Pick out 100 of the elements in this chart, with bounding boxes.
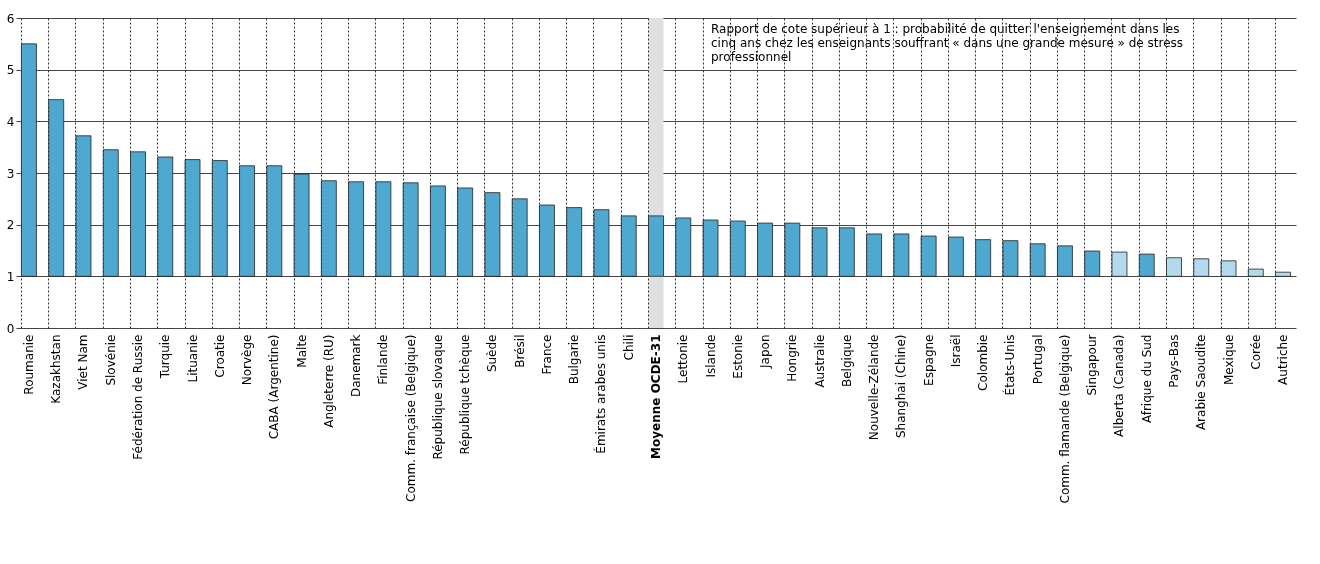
x-tick-label: Roumanie — [21, 334, 36, 395]
x-tick-label: Australie — [812, 334, 827, 388]
bar — [102, 149, 119, 277]
x-tick-label: Corée — [1248, 334, 1263, 370]
x-tick-label: Portugal — [1030, 334, 1045, 385]
bar — [1002, 240, 1019, 277]
x-tick-label: Kazakhstan — [49, 334, 64, 404]
bar — [1193, 258, 1210, 277]
bar — [675, 217, 692, 277]
x-tick-label: Israël — [948, 334, 963, 368]
bar — [975, 239, 992, 277]
x-tick-label: Turquie — [158, 334, 173, 380]
x-tick-label: Chili — [621, 334, 636, 361]
x-tick-label: Colombie — [976, 334, 991, 391]
bar — [375, 181, 392, 277]
bar — [866, 233, 882, 277]
x-tick-label: Singapour — [1085, 334, 1100, 396]
x-tick-label: Lituanie — [185, 334, 200, 383]
x-tick-label: Viet Nam — [76, 334, 91, 390]
bar — [648, 215, 664, 277]
x-tick-label: Arabie Saoudite — [1194, 334, 1209, 431]
bar — [48, 99, 65, 277]
bar — [21, 43, 37, 277]
bar — [1138, 253, 1155, 277]
y-tick-label: 3 — [6, 166, 15, 181]
x-tick-label: Japon — [758, 334, 773, 369]
bar — [593, 209, 610, 277]
x-tick-label: Moyenne OCDE-31 — [649, 334, 663, 459]
bar — [402, 182, 419, 277]
bar — [511, 198, 528, 277]
bar — [130, 151, 146, 277]
x-tick-label: Brésil — [512, 334, 527, 368]
bar — [239, 165, 255, 277]
bar — [266, 165, 283, 277]
bar — [920, 235, 937, 277]
y-tick-label: 6 — [6, 11, 15, 26]
x-tick-label: Finlande — [376, 334, 391, 385]
x-tick-label: Belgique — [839, 334, 854, 388]
x-tick-label: Bulgarie — [567, 334, 582, 385]
y-tick-label: 1 — [6, 269, 15, 284]
bar — [1275, 271, 1291, 277]
bar — [75, 135, 92, 277]
x-tick-label: Nouvelle-Zélande — [867, 334, 882, 441]
y-tick-label: 4 — [6, 114, 15, 129]
x-tick-label: Comm. flamande (Belgique) — [1057, 334, 1072, 504]
bar — [838, 227, 855, 277]
x-tick-label: Estonie — [730, 334, 745, 379]
x-tick-label: Mexique — [1221, 334, 1236, 386]
bar — [784, 222, 801, 277]
x-tick-label: Afrique du Sud — [1139, 334, 1154, 424]
x-tick-label: Norvège — [240, 334, 255, 386]
y-tick-label: 5 — [6, 63, 15, 78]
bar — [157, 156, 174, 277]
bar — [729, 220, 746, 277]
x-tick-label: Islande — [703, 334, 718, 378]
bar — [1247, 268, 1264, 277]
bar — [811, 227, 828, 277]
y-tick-label: 2 — [6, 218, 15, 233]
bar — [620, 215, 637, 277]
x-tick-label: Fédération de Russie — [131, 334, 145, 460]
x-tick-label: Croatie — [212, 334, 227, 378]
bar — [1029, 243, 1046, 277]
bar — [484, 192, 501, 277]
bar — [184, 159, 201, 277]
bar — [948, 236, 964, 277]
bar — [457, 187, 474, 277]
x-tick-label: Comm. française (Belgique) — [403, 334, 418, 502]
bar — [293, 173, 310, 277]
bar — [702, 219, 719, 277]
bar — [893, 233, 910, 277]
annotation: Rapport de cote supérieur à 1 : probabilité de quitter l'enseignement dans les cinq ans chez les enseignants souffrant « dans une grande mesure » de stress professionnel — [711, 22, 1184, 64]
x-tick-label: République slovaque — [430, 334, 445, 460]
bar — [1166, 257, 1182, 277]
x-tick-label: Hongrie — [785, 334, 800, 382]
x-tick-label: Pays-Bas — [1167, 334, 1181, 388]
x-tick-label: Espagne — [921, 334, 936, 386]
bar — [539, 204, 555, 277]
bar — [348, 181, 364, 277]
bar — [320, 180, 337, 277]
bar — [1084, 250, 1101, 277]
bar — [1057, 245, 1073, 277]
x-tick-label: États-Unis — [1002, 334, 1018, 396]
x-tick-label: France — [539, 334, 554, 375]
x-tick-label: Autriche — [1276, 334, 1291, 385]
bar — [1111, 251, 1128, 277]
bar — [1220, 260, 1237, 277]
x-tick-label: Lettonie — [676, 334, 691, 384]
x-tick-label: CABA (Argentine) — [267, 334, 282, 440]
y-tick-label: 0 — [6, 321, 15, 336]
x-tick-label: Émirats arabes unis — [593, 334, 609, 454]
x-tick-label: Slovénie — [103, 334, 118, 386]
x-tick-label: Suède — [485, 334, 500, 373]
bar — [211, 160, 228, 277]
bar — [757, 222, 773, 277]
x-tick-label: Shanghai (Chine) — [894, 334, 909, 439]
x-tick-label: Danemark — [349, 334, 364, 398]
x-tick-label: Angleterre (RU) — [321, 334, 336, 428]
bar — [430, 185, 446, 277]
x-tick-label: Malte — [294, 334, 309, 368]
x-tick-label: Alberta (Canada) — [1112, 334, 1127, 437]
